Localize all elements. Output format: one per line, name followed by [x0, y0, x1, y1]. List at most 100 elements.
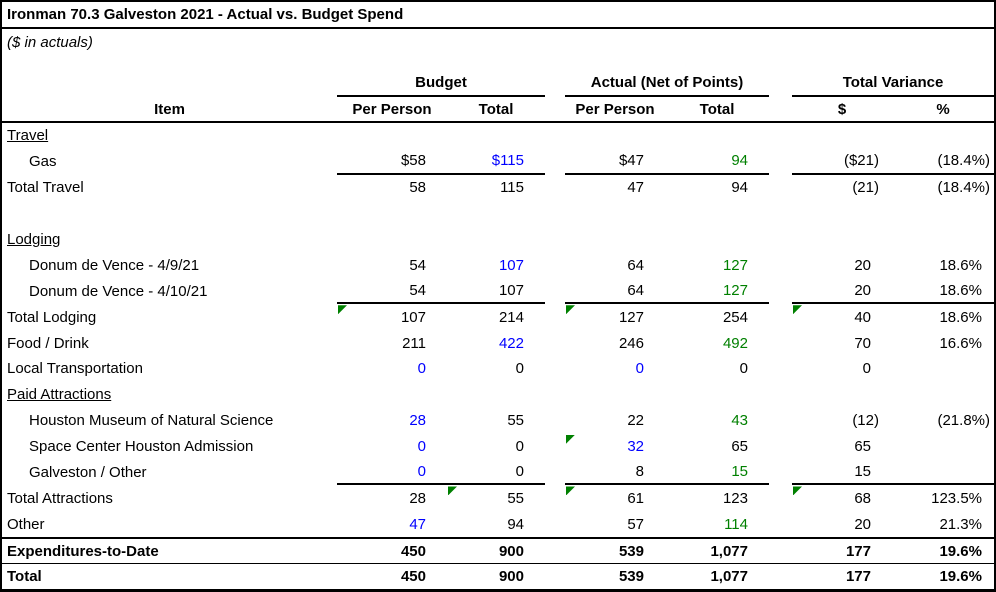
- row-label-cell[interactable]: Food / Drink: [2, 330, 337, 356]
- value-cell[interactable]: 177: [845, 542, 871, 560]
- value-cell[interactable]: 8: [565, 460, 665, 486]
- value-cell[interactable]: 539: [618, 568, 644, 586]
- value-cell[interactable]: 123.5%: [931, 489, 982, 507]
- value-cell[interactable]: 58: [409, 179, 426, 197]
- value-cell[interactable]: 47: [627, 179, 644, 197]
- value-cell[interactable]: 123: [722, 489, 748, 507]
- row-label-cell[interactable]: Houston Museum of Natural Science: [2, 408, 337, 434]
- value-cell[interactable]: 65: [854, 438, 871, 456]
- row-label-cell[interactable]: Paid Attractions: [2, 382, 337, 408]
- value-cell[interactable]: 54: [409, 256, 426, 274]
- value-cell[interactable]: 0: [417, 360, 426, 378]
- value-cell[interactable]: 64: [565, 278, 665, 305]
- value-cell[interactable]: 450: [400, 568, 426, 586]
- value-cell[interactable]: 57: [627, 515, 644, 533]
- value-cell[interactable]: 214: [498, 308, 524, 326]
- value-cell[interactable]: 40: [792, 304, 892, 330]
- row-label-cell[interactable]: [2, 201, 337, 227]
- value-cell[interactable]: [892, 460, 994, 486]
- row-label-cell[interactable]: Lodging: [2, 227, 337, 253]
- row-label-cell[interactable]: Donum de Vence - 4/9/21: [2, 252, 337, 278]
- value-cell[interactable]: $115: [447, 149, 545, 175]
- value-cell[interactable]: 28: [409, 412, 426, 430]
- row-label-cell[interactable]: Total Attractions: [2, 485, 337, 511]
- value-cell[interactable]: 64: [627, 256, 644, 274]
- value-cell[interactable]: 115: [500, 179, 524, 197]
- value-cell[interactable]: 94: [507, 515, 524, 533]
- value-cell[interactable]: 22: [627, 412, 644, 430]
- value-cell[interactable]: 107: [337, 304, 447, 330]
- value-cell[interactable]: 246: [618, 334, 644, 352]
- value-cell[interactable]: 28: [409, 489, 426, 507]
- value-cell[interactable]: (21.8%): [937, 412, 990, 430]
- value-cell[interactable]: (18.4%): [937, 179, 990, 197]
- value-cell[interactable]: 0: [447, 460, 545, 486]
- value-cell[interactable]: 20: [854, 256, 871, 274]
- value-cell[interactable]: 54: [337, 278, 447, 305]
- value-cell[interactable]: 107: [447, 278, 545, 305]
- value-cell[interactable]: 492: [722, 334, 748, 352]
- value-cell[interactable]: 211: [402, 334, 426, 352]
- value-cell[interactable]: 94: [731, 179, 748, 197]
- value-cell[interactable]: $58: [337, 149, 447, 175]
- value-cell[interactable]: 127: [722, 256, 748, 274]
- value-cell[interactable]: 0: [515, 360, 524, 378]
- row-label-cell[interactable]: Other: [2, 511, 337, 537]
- value-cell[interactable]: 55: [507, 412, 524, 430]
- value-cell[interactable]: (18.4%): [892, 149, 994, 175]
- value-cell[interactable]: 114: [724, 515, 748, 533]
- row-label-cell[interactable]: Expenditures-to-Date: [2, 539, 337, 563]
- value-cell[interactable]: 15: [665, 460, 769, 486]
- value-cell[interactable]: 68: [792, 485, 892, 511]
- value-cell[interactable]: 20: [792, 278, 892, 305]
- value-cell[interactable]: 47: [409, 515, 426, 533]
- row-label-cell[interactable]: Total: [2, 564, 337, 589]
- value-cell[interactable]: 539: [618, 542, 644, 560]
- value-cell[interactable]: 94: [665, 149, 769, 175]
- row-label-cell[interactable]: Donum de Vence - 4/10/21: [2, 278, 337, 304]
- value-cell[interactable]: 19.6%: [939, 542, 982, 560]
- row-label-cell[interactable]: Local Transportation: [2, 356, 337, 382]
- value-cell[interactable]: 43: [731, 412, 748, 430]
- value-cell[interactable]: 21.3%: [939, 515, 982, 533]
- value-cell[interactable]: 19.6%: [939, 568, 982, 586]
- row-label-cell[interactable]: Travel: [2, 123, 337, 149]
- value-cell[interactable]: 177: [845, 568, 871, 586]
- value-cell[interactable]: $47: [565, 149, 665, 175]
- value-cell[interactable]: [892, 434, 994, 460]
- value-cell[interactable]: 450: [400, 542, 426, 560]
- value-cell[interactable]: 16.6%: [939, 334, 982, 352]
- value-cell[interactable]: 20: [854, 515, 871, 533]
- value-cell[interactable]: (12): [852, 412, 879, 430]
- value-cell[interactable]: 254: [722, 308, 748, 326]
- row-label-cell[interactable]: Total Lodging: [2, 304, 337, 330]
- value-cell[interactable]: 70: [854, 334, 871, 352]
- value-cell[interactable]: 18.6%: [892, 278, 994, 305]
- value-cell[interactable]: [892, 356, 994, 382]
- value-cell[interactable]: 55: [447, 485, 545, 511]
- value-cell[interactable]: ($21): [792, 149, 892, 175]
- value-cell[interactable]: 18.6%: [939, 256, 982, 274]
- value-cell[interactable]: 1,077: [710, 568, 748, 586]
- row-label-cell[interactable]: Galveston / Other: [2, 460, 337, 486]
- value-cell[interactable]: 422: [498, 334, 524, 352]
- value-cell[interactable]: 0: [515, 438, 524, 456]
- value-cell[interactable]: 900: [498, 568, 524, 586]
- value-cell[interactable]: 127: [665, 278, 769, 305]
- value-cell[interactable]: 0: [635, 360, 644, 378]
- value-cell[interactable]: 127: [565, 304, 665, 330]
- value-cell[interactable]: 61: [565, 485, 665, 511]
- value-cell[interactable]: 32: [565, 434, 665, 460]
- value-cell[interactable]: 18.6%: [939, 308, 982, 326]
- value-cell[interactable]: 0: [862, 360, 871, 378]
- value-cell[interactable]: 65: [731, 438, 748, 456]
- value-cell[interactable]: 0: [739, 360, 748, 378]
- value-cell[interactable]: 0: [337, 460, 447, 486]
- value-cell[interactable]: 107: [498, 256, 524, 274]
- value-cell[interactable]: 1,077: [710, 542, 748, 560]
- row-label-cell[interactable]: Gas: [2, 149, 337, 175]
- value-cell[interactable]: 15: [792, 460, 892, 486]
- value-cell[interactable]: 900: [498, 542, 524, 560]
- value-cell[interactable]: 0: [417, 438, 426, 456]
- value-cell[interactable]: (21): [852, 179, 879, 197]
